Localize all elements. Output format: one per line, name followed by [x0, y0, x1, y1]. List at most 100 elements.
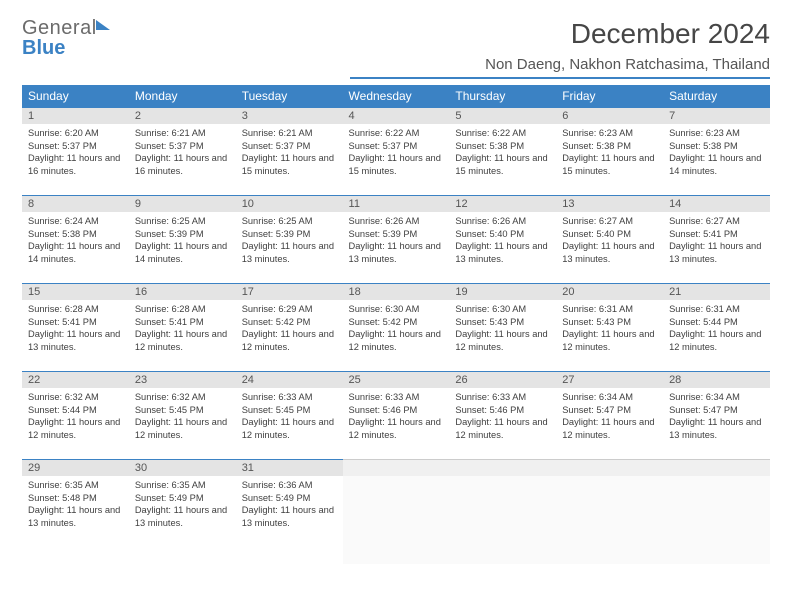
day-details: Sunrise: 6:33 AMSunset: 5:46 PMDaylight:…: [343, 388, 450, 445]
day-number: 8: [22, 195, 129, 212]
sunrise-text: Sunrise: 6:27 AM: [562, 215, 657, 228]
calendar-empty-cell: [449, 459, 556, 547]
sunrise-text: Sunrise: 6:31 AM: [562, 303, 657, 316]
day-number: 26: [449, 371, 556, 388]
sunset-text: Sunset: 5:38 PM: [669, 140, 764, 153]
calendar-day-cell: 3 Sunrise: 6:21 AMSunset: 5:37 PMDaylight…: [236, 107, 343, 195]
daylight-text: Daylight: 11 hours and 13 minutes.: [455, 240, 550, 265]
calendar-day-cell: 30Sunrise: 6:35 AMSunset: 5:49 PMDayligh…: [129, 459, 236, 547]
sunrise-text: Sunrise: 6:23 AM: [562, 127, 657, 140]
sunset-text: Sunset: 5:37 PM: [242, 140, 337, 153]
sunrise-text: Sunrise: 6:30 AM: [455, 303, 550, 316]
brand-line2: Blue: [22, 38, 97, 58]
day-details: Sunrise: 6:31 AMSunset: 5:44 PMDaylight:…: [663, 300, 770, 357]
weekday-header: Saturday: [663, 85, 770, 107]
weekday-header: Thursday: [449, 85, 556, 107]
weekday-header: Wednesday: [343, 85, 450, 107]
calendar-day-cell: 29Sunrise: 6:35 AMSunset: 5:48 PMDayligh…: [22, 459, 129, 547]
sunrise-text: Sunrise: 6:23 AM: [669, 127, 764, 140]
calendar-day-cell: 16Sunrise: 6:28 AMSunset: 5:41 PMDayligh…: [129, 283, 236, 371]
daylight-text: Daylight: 11 hours and 16 minutes.: [135, 152, 230, 177]
sunset-text: Sunset: 5:47 PM: [669, 404, 764, 417]
day-number: 9: [129, 195, 236, 212]
calendar-day-cell: 23Sunrise: 6:32 AMSunset: 5:45 PMDayligh…: [129, 371, 236, 459]
calendar-day-cell: 1Sunrise: 6:20 AMSunset: 5:37 PMDaylight…: [22, 107, 129, 195]
sunrise-text: Sunrise: 6:21 AM: [242, 127, 337, 140]
calendar-day-cell: 27Sunrise: 6:34 AMSunset: 5:47 PMDayligh…: [556, 371, 663, 459]
sunrise-text: Sunrise: 6:29 AM: [242, 303, 337, 316]
sunrise-text: Sunrise: 6:35 AM: [28, 479, 123, 492]
day-number: 27: [556, 371, 663, 388]
day-number: 21: [663, 283, 770, 300]
day-number: 16: [129, 283, 236, 300]
sunrise-text: Sunrise: 6:25 AM: [242, 215, 337, 228]
day-details: Sunrise: 6:34 AMSunset: 5:47 PMDaylight:…: [663, 388, 770, 445]
sunset-text: Sunset: 5:41 PM: [28, 316, 123, 329]
sunrise-text: Sunrise: 6:32 AM: [28, 391, 123, 404]
day-details: Sunrise: 6:29 AMSunset: 5:42 PMDaylight:…: [236, 300, 343, 357]
day-details: Sunrise: 6:36 AMSunset: 5:49 PMDaylight:…: [236, 476, 343, 533]
day-details: Sunrise: 6:31 AMSunset: 5:43 PMDaylight:…: [556, 300, 663, 357]
day-details: Sunrise: 6:28 AMSunset: 5:41 PMDaylight:…: [22, 300, 129, 357]
logo-sail-icon: [96, 20, 110, 30]
calendar-week-row: 1Sunrise: 6:20 AMSunset: 5:37 PMDaylight…: [22, 107, 770, 195]
sunrise-text: Sunrise: 6:33 AM: [242, 391, 337, 404]
sunrise-text: Sunrise: 6:33 AM: [349, 391, 444, 404]
day-details: Sunrise: 6:35 AMSunset: 5:48 PMDaylight:…: [22, 476, 129, 533]
logo: General Blue: [22, 18, 97, 58]
daylight-text: Daylight: 11 hours and 13 minutes.: [349, 240, 444, 265]
daylight-text: Daylight: 11 hours and 13 minutes.: [562, 240, 657, 265]
day-details: Sunrise: 6:27 AMSunset: 5:40 PMDaylight:…: [556, 212, 663, 269]
day-details: Sunrise: 6:32 AMSunset: 5:45 PMDaylight:…: [129, 388, 236, 445]
daylight-text: Daylight: 11 hours and 15 minutes.: [242, 152, 337, 177]
sunset-text: Sunset: 5:45 PM: [242, 404, 337, 417]
sunset-text: Sunset: 5:37 PM: [349, 140, 444, 153]
day-details: Sunrise: 6:30 AMSunset: 5:43 PMDaylight:…: [449, 300, 556, 357]
calendar-body: 1Sunrise: 6:20 AMSunset: 5:37 PMDaylight…: [22, 107, 770, 547]
sunrise-text: Sunrise: 6:33 AM: [455, 391, 550, 404]
daylight-text: Daylight: 11 hours and 15 minutes.: [455, 152, 550, 177]
calendar-day-cell: 31Sunrise: 6:36 AMSunset: 5:49 PMDayligh…: [236, 459, 343, 547]
location-label: Non Daeng, Nakhon Ratchasima, Thailand: [350, 56, 770, 79]
calendar-day-cell: 15Sunrise: 6:28 AMSunset: 5:41 PMDayligh…: [22, 283, 129, 371]
sunrise-text: Sunrise: 6:32 AM: [135, 391, 230, 404]
day-number: 11: [343, 195, 450, 212]
calendar-day-cell: 2Sunrise: 6:21 AMSunset: 5:37 PMDaylight…: [129, 107, 236, 195]
calendar-table: SundayMondayTuesdayWednesdayThursdayFrid…: [22, 85, 770, 547]
calendar-week-row: 29Sunrise: 6:35 AMSunset: 5:48 PMDayligh…: [22, 459, 770, 547]
header: General Blue December 2024 Non Daeng, Na…: [22, 18, 770, 79]
daylight-text: Daylight: 11 hours and 12 minutes.: [562, 328, 657, 353]
sunset-text: Sunset: 5:38 PM: [28, 228, 123, 241]
daylight-text: Daylight: 11 hours and 13 minutes.: [242, 504, 337, 529]
calendar-day-cell: 9Sunrise: 6:25 AMSunset: 5:39 PMDaylight…: [129, 195, 236, 283]
sunset-text: Sunset: 5:45 PM: [135, 404, 230, 417]
daylight-text: Daylight: 11 hours and 13 minutes.: [135, 504, 230, 529]
day-number: 12: [449, 195, 556, 212]
sunrise-text: Sunrise: 6:25 AM: [135, 215, 230, 228]
sunset-text: Sunset: 5:40 PM: [455, 228, 550, 241]
sunset-text: Sunset: 5:48 PM: [28, 492, 123, 505]
daylight-text: Daylight: 11 hours and 12 minutes.: [242, 416, 337, 441]
day-number: 14: [663, 195, 770, 212]
daylight-text: Daylight: 11 hours and 14 minutes.: [28, 240, 123, 265]
sunset-text: Sunset: 5:39 PM: [135, 228, 230, 241]
calendar-empty-cell: [663, 459, 770, 547]
weekday-header: Sunday: [22, 85, 129, 107]
daylight-text: Daylight: 11 hours and 12 minutes.: [349, 328, 444, 353]
calendar-day-cell: 8Sunrise: 6:24 AMSunset: 5:38 PMDaylight…: [22, 195, 129, 283]
day-number: 7: [663, 107, 770, 124]
sunset-text: Sunset: 5:46 PM: [349, 404, 444, 417]
daylight-text: Daylight: 11 hours and 13 minutes.: [669, 240, 764, 265]
sunset-text: Sunset: 5:42 PM: [349, 316, 444, 329]
calendar-day-cell: 14Sunrise: 6:27 AMSunset: 5:41 PMDayligh…: [663, 195, 770, 283]
day-details: Sunrise: 6:25 AMSunset: 5:39 PMDaylight:…: [236, 212, 343, 269]
calendar-week-row: 8Sunrise: 6:24 AMSunset: 5:38 PMDaylight…: [22, 195, 770, 283]
calendar-day-cell: 18Sunrise: 6:30 AMSunset: 5:42 PMDayligh…: [343, 283, 450, 371]
day-number: 19: [449, 283, 556, 300]
calendar-day-cell: 13Sunrise: 6:27 AMSunset: 5:40 PMDayligh…: [556, 195, 663, 283]
day-details: Sunrise: 6:22 AMSunset: 5:38 PMDaylight:…: [449, 124, 556, 181]
day-number: 3: [236, 107, 343, 124]
day-number: 2: [129, 107, 236, 124]
day-number: 28: [663, 371, 770, 388]
sunset-text: Sunset: 5:46 PM: [455, 404, 550, 417]
